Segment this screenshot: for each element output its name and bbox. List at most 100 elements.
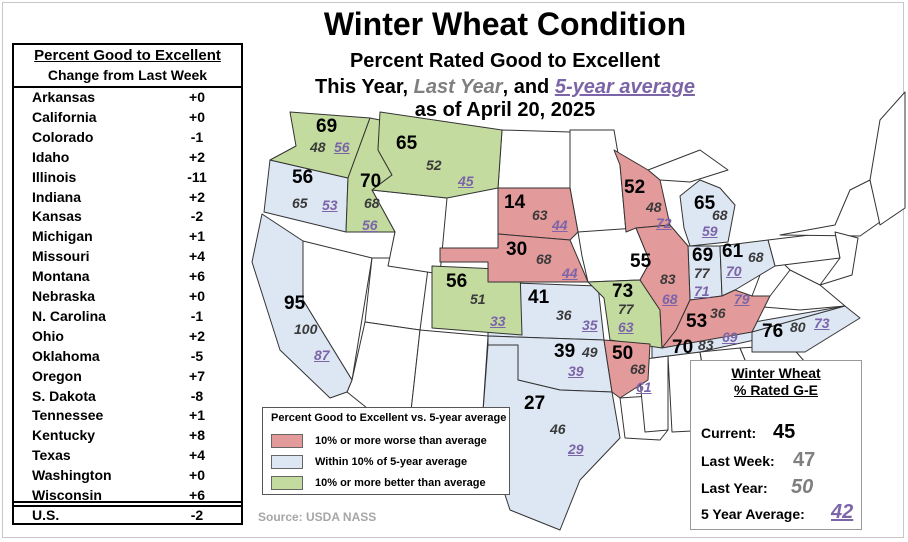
table-row: Kentucky +8 (32, 427, 232, 447)
date-line: as of April 20, 2025 (414, 99, 596, 121)
state-name: Oregon (32, 367, 82, 384)
legend-label: 10% or more worse than average (315, 434, 487, 447)
legend-title: Percent Good to Excellent vs. 5-year ave… (271, 412, 507, 424)
state-change: +2 (189, 327, 205, 344)
tx-last-year: 46 (550, 421, 566, 437)
summary-five-year-value: 42 (831, 501, 854, 523)
state-ar (603, 339, 651, 399)
ky-this-year: 53 (686, 311, 708, 332)
ca-five-year: 87 (314, 347, 330, 363)
summary-last-week-value: 47 (793, 449, 816, 471)
state-name: Washington (32, 467, 112, 484)
id-five-year: 56 (362, 217, 378, 233)
in-last-year: 77 (694, 265, 710, 281)
state-ca (251, 213, 353, 399)
summary-five-year-label: 5 Year Average: (701, 506, 805, 522)
sd-last-year: 63 (532, 207, 548, 223)
table-divider (14, 501, 241, 503)
mi-five-year: 59 (702, 223, 718, 239)
table-row: California +0 (32, 109, 232, 129)
table-row: Texas +4 (32, 447, 232, 467)
state-change: +0 (189, 288, 205, 304)
il-five-year: 68 (662, 291, 678, 307)
state-change: -11 (187, 168, 207, 185)
nc-last-year: 80 (790, 319, 806, 335)
co-this-year: 56 (446, 271, 468, 292)
summary-box: Winter Wheat % Rated G-E Current: 45 Las… (690, 360, 862, 530)
ca-this-year: 95 (284, 293, 306, 314)
in-five-year: 71 (694, 283, 710, 299)
table-divider (14, 86, 241, 88)
ks-this-year: 41 (528, 287, 550, 308)
table-row: Tennessee +1 (32, 407, 232, 427)
legend-swatch-within (271, 455, 303, 469)
ok-five-year: 39 (568, 363, 584, 379)
ca-last-year: 100 (294, 321, 318, 337)
tn-five-year: 69 (722, 329, 738, 345)
wa-five-year: 56 (334, 139, 350, 155)
table-row: Idaho +2 (32, 149, 232, 169)
oh-this-year: 61 (722, 241, 744, 262)
table-row: Kansas -2 (32, 208, 232, 228)
state-name: Idaho (32, 148, 70, 165)
page-subtitle: Percent Rated Good to Excellent (349, 50, 661, 72)
ky-last-year: 36 (710, 305, 726, 321)
state-change: -1 (190, 307, 204, 324)
ar-five-year: 61 (636, 379, 652, 395)
change-table-subheader: Change from Last Week (47, 67, 208, 83)
last-year-key: Last Year (413, 76, 503, 98)
state-name: Kansas (32, 208, 82, 225)
map-legend: Percent Good to Excellent vs. 5-year ave… (262, 407, 510, 495)
michigan-up (647, 149, 729, 183)
state-nc (751, 305, 861, 353)
state-change: +0 (189, 89, 205, 105)
state-name: Indiana (32, 188, 82, 205)
table-row-us: U.S. -2 (32, 507, 232, 527)
table-row: Illinois -11 (32, 169, 232, 189)
state-change: +1 (189, 407, 205, 424)
table-row: Nebraska +0 (32, 288, 232, 308)
il-last-year: 83 (660, 271, 676, 287)
state-name: Texas (32, 447, 71, 464)
state-change: +2 (189, 148, 205, 165)
summary-title: Winter Wheat (731, 365, 821, 381)
legend-item-worse: 10% or more worse than average (271, 434, 487, 448)
state-change: +1 (189, 228, 205, 245)
co-five-year: 33 (490, 313, 506, 329)
oh-five-year: 70 (726, 263, 742, 279)
id-last-year: 68 (364, 195, 380, 211)
id-this-year: 70 (360, 171, 382, 192)
mo-five-year: 63 (618, 319, 634, 335)
nc-five-year: 73 (814, 315, 830, 331)
summary-subtitle: % Rated G-E (733, 382, 818, 398)
state-change: +7 (189, 367, 205, 384)
summary-last-week-label: Last Week: (701, 453, 775, 469)
state-change: +6 (189, 268, 205, 285)
better-states (269, 111, 663, 349)
tx-this-year: 27 (524, 393, 546, 414)
or-five-year: 53 (322, 197, 338, 213)
state-change: -1 (190, 128, 204, 145)
table-row: Oklahoma -5 (32, 348, 232, 368)
or-this-year: 56 (292, 167, 314, 188)
table-row: Ohio +2 (32, 328, 232, 348)
state-change: -2 (190, 507, 204, 523)
state-ne (439, 233, 589, 283)
table-row: N. Carolina -1 (32, 308, 232, 328)
this-year-key: This Year, (315, 76, 414, 98)
state-name: Arkansas (32, 89, 96, 105)
in-this-year: 69 (692, 245, 714, 266)
mi-this-year: 65 (694, 193, 716, 214)
state-change: +2 (189, 188, 205, 205)
state-name: Colorado (32, 128, 94, 145)
ks-last-year: 36 (556, 307, 572, 323)
state-change: -2 (190, 208, 204, 225)
state-change: +4 (189, 447, 205, 464)
state-nj-md-de (819, 231, 859, 286)
table-row: Indiana +2 (32, 189, 232, 209)
mo-last-year: 77 (618, 301, 634, 317)
state-name: Illinois (32, 168, 77, 185)
state-ny (779, 179, 881, 237)
state-name: Missouri (32, 248, 90, 265)
